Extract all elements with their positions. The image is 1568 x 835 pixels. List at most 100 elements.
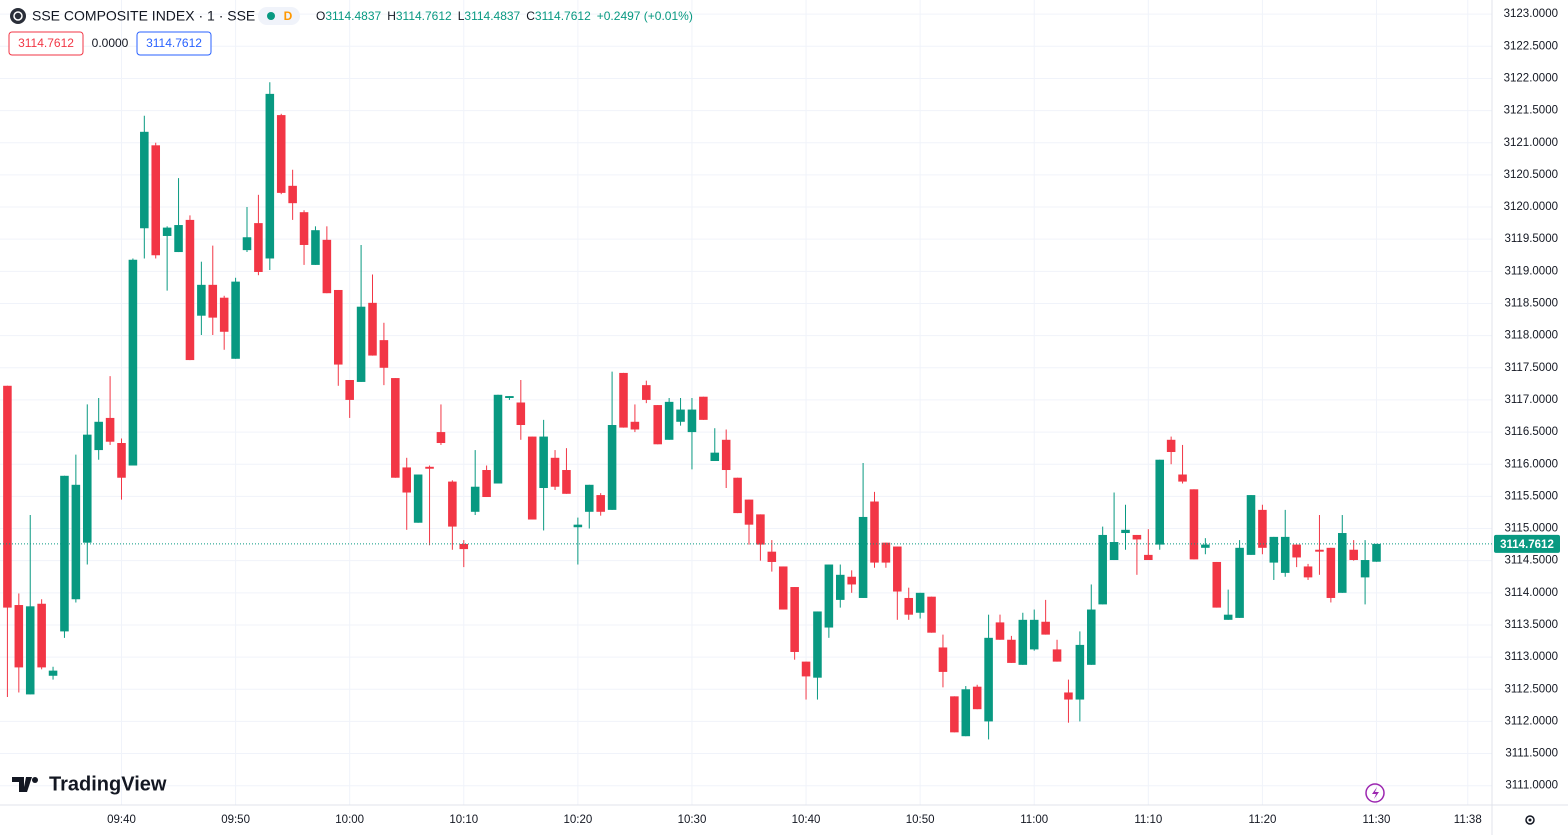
candle-body bbox=[219, 297, 229, 332]
candle-body bbox=[413, 474, 423, 523]
candle-body bbox=[1075, 644, 1085, 700]
candle-body bbox=[756, 514, 765, 545]
y-tick-label: 3122.0000 bbox=[1504, 72, 1558, 84]
candle-body bbox=[1132, 534, 1142, 540]
legend-value: 3114.4837 bbox=[325, 9, 381, 23]
candle-body bbox=[345, 379, 354, 400]
candle-body bbox=[995, 622, 1005, 640]
candle-body bbox=[1018, 619, 1028, 665]
price-box-text: 0.0000 bbox=[92, 36, 129, 50]
candle-body bbox=[653, 405, 663, 445]
candle-body bbox=[1144, 554, 1153, 561]
logo-dot bbox=[32, 777, 38, 783]
y-tick-label: 3116.0000 bbox=[1504, 458, 1558, 470]
candle-body bbox=[71, 484, 81, 600]
x-tick-label: 10:00 bbox=[335, 814, 364, 826]
y-tick-label: 3116.5000 bbox=[1504, 426, 1558, 438]
y-tick-label: 3121.5000 bbox=[1504, 105, 1558, 117]
legend-change: +0.2497 (+0.01%) bbox=[597, 9, 693, 23]
candle-body bbox=[961, 689, 971, 737]
candle-body bbox=[607, 425, 617, 510]
y-tick-label: 3122.5000 bbox=[1504, 40, 1558, 52]
x-tick-label: 11:00 bbox=[1020, 814, 1048, 826]
candle-body bbox=[82, 434, 92, 543]
candle-body bbox=[231, 281, 240, 359]
candle-body bbox=[1292, 544, 1301, 558]
x-tick-label: 10:30 bbox=[678, 814, 707, 826]
last-price-label: 3114.7612 bbox=[1500, 539, 1554, 551]
candle-body bbox=[1086, 609, 1096, 665]
candle-body bbox=[333, 289, 343, 365]
candle-body bbox=[254, 223, 263, 272]
candle-body bbox=[710, 452, 720, 462]
candle-body bbox=[904, 597, 914, 615]
candle-body bbox=[379, 340, 389, 368]
candle-body bbox=[893, 546, 902, 592]
candle-body bbox=[1223, 614, 1233, 620]
candle-body bbox=[1235, 547, 1244, 618]
x-tick-label: 11:38 bbox=[1454, 814, 1482, 826]
x-tick-label: 10:20 bbox=[563, 814, 592, 826]
lightning-button[interactable] bbox=[1365, 783, 1385, 803]
candle-body bbox=[448, 481, 457, 527]
x-tick-label: 10:10 bbox=[449, 814, 478, 826]
candle-body bbox=[1041, 621, 1050, 635]
settings-button[interactable] bbox=[1525, 815, 1535, 825]
candle-body bbox=[37, 603, 46, 668]
y-tick-label: 3115.0000 bbox=[1504, 523, 1558, 535]
candle-body bbox=[699, 396, 708, 420]
candle-body bbox=[459, 543, 469, 550]
candle-body bbox=[60, 475, 69, 632]
price-box-text: 3114.7612 bbox=[18, 36, 74, 50]
y-tick-label: 3113.0000 bbox=[1504, 651, 1558, 663]
candle-body bbox=[265, 93, 275, 259]
candle-body bbox=[1212, 561, 1222, 608]
brand-logo: TradingView bbox=[12, 773, 167, 795]
candle-body bbox=[493, 394, 503, 484]
y-tick-label: 3115.5000 bbox=[1504, 490, 1558, 502]
badge-bg bbox=[258, 7, 300, 25]
x-tick-label: 09:40 bbox=[107, 814, 136, 826]
candle-body bbox=[596, 495, 605, 512]
candle-body bbox=[425, 466, 434, 469]
candle-body bbox=[744, 499, 754, 525]
candle-body bbox=[630, 421, 640, 430]
legend-key: H bbox=[387, 9, 396, 23]
status-dot bbox=[267, 12, 275, 20]
symbol-icon-ring bbox=[13, 11, 23, 21]
candle-body bbox=[1315, 549, 1324, 552]
candle-body bbox=[368, 302, 377, 356]
candle-body bbox=[972, 686, 982, 710]
candle-body bbox=[3, 385, 12, 608]
candle-body bbox=[1326, 547, 1336, 598]
candle-body bbox=[391, 378, 400, 478]
lightning-icon bbox=[1372, 787, 1379, 799]
y-tick-label: 3112.0000 bbox=[1504, 715, 1558, 727]
x-tick-label: 10:50 bbox=[906, 814, 935, 826]
y-tick-label: 3118.5000 bbox=[1504, 298, 1558, 310]
candle-body bbox=[584, 484, 594, 512]
candle-body bbox=[185, 219, 195, 361]
y-tick-label: 3120.0000 bbox=[1504, 201, 1558, 213]
candle-body bbox=[162, 227, 172, 236]
candle-body bbox=[835, 574, 845, 600]
candle-body bbox=[801, 661, 811, 677]
badge: D bbox=[284, 9, 293, 23]
candle-body bbox=[128, 259, 138, 466]
candle-body bbox=[813, 611, 822, 678]
candle-body bbox=[117, 443, 126, 478]
candle-body bbox=[881, 542, 891, 563]
x-tick-label: 11:10 bbox=[1134, 814, 1162, 826]
axes: 3111.0000 3111.5000 3112.0000 3112.5000 3113… bbox=[107, 8, 1560, 826]
brand: TradingView bbox=[49, 773, 167, 795]
candle-body bbox=[436, 432, 446, 444]
candle-body bbox=[539, 436, 548, 489]
candle-body bbox=[1372, 543, 1381, 562]
candle-body bbox=[664, 401, 674, 440]
candle-body bbox=[482, 470, 491, 498]
settings-icon bbox=[1528, 818, 1532, 822]
candle-body bbox=[721, 439, 731, 471]
candle-body bbox=[1178, 474, 1187, 482]
y-tick-label: 3121.0000 bbox=[1504, 137, 1558, 149]
